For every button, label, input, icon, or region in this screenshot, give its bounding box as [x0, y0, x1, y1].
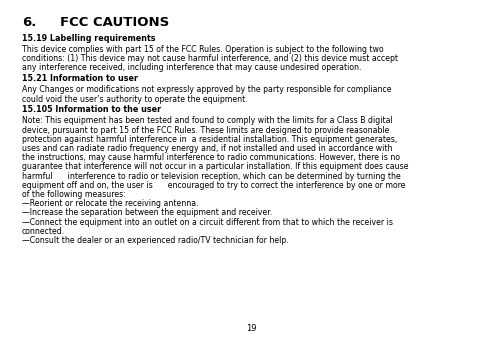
Text: device, pursuant to part 15 of the FCC Rules. These limits are designed to provi: device, pursuant to part 15 of the FCC R… [22, 126, 389, 135]
Text: connected.: connected. [22, 227, 65, 236]
Text: of the following measures:: of the following measures: [22, 190, 126, 199]
Text: protection against harmful interference in  a residential installation. This equ: protection against harmful interference … [22, 135, 397, 144]
Text: uses and can radiate radio frequency energy and, if not installed and used in ac: uses and can radiate radio frequency ene… [22, 144, 392, 153]
Text: —Increase the separation between the equipment and receiver.: —Increase the separation between the equ… [22, 208, 272, 217]
Text: This device complies with part 15 of the FCC Rules. Operation is subject to the : This device complies with part 15 of the… [22, 45, 384, 54]
Text: conditions: (1) This device may not cause harmful interference, and (2) this dev: conditions: (1) This device may not caus… [22, 54, 398, 63]
Text: any interference received, including interference that may cause undesired opera: any interference received, including int… [22, 64, 362, 73]
Text: Note: This equipment has been tested and found to comply with the limits for a C: Note: This equipment has been tested and… [22, 117, 393, 125]
Text: —Consult the dealer or an experienced radio/TV technician for help.: —Consult the dealer or an experienced ra… [22, 236, 289, 245]
Text: the instructions, may cause harmful interference to radio communications. Howeve: the instructions, may cause harmful inte… [22, 153, 400, 162]
Text: guarantee that interference will not occur in a particular installation. If this: guarantee that interference will not occ… [22, 162, 408, 171]
Text: —Connect the equipment into an outlet on a circuit different from that to which : —Connect the equipment into an outlet on… [22, 218, 393, 227]
Text: Any Changes or modifications not expressly approved by the party responsible for: Any Changes or modifications not express… [22, 85, 391, 94]
Text: —Reorient or relocate the receiving antenna.: —Reorient or relocate the receiving ante… [22, 199, 199, 208]
Text: 15.19 Labelling requirements: 15.19 Labelling requirements [22, 34, 155, 43]
Text: 6.: 6. [22, 16, 36, 29]
Text: harmful      interference to radio or television reception, which can be determi: harmful interference to radio or televis… [22, 172, 401, 181]
Text: 15.21 Information to user: 15.21 Information to user [22, 74, 138, 83]
Text: FCC CAUTIONS: FCC CAUTIONS [60, 16, 169, 29]
Text: 15.105 Information to the user: 15.105 Information to the user [22, 105, 161, 114]
Text: could void the user’s authority to operate the equipment.: could void the user’s authority to opera… [22, 95, 248, 104]
Text: equipment off and on, the user is      encouraged to try to correct the interfer: equipment off and on, the user is encour… [22, 181, 405, 190]
Text: 19: 19 [246, 324, 257, 333]
